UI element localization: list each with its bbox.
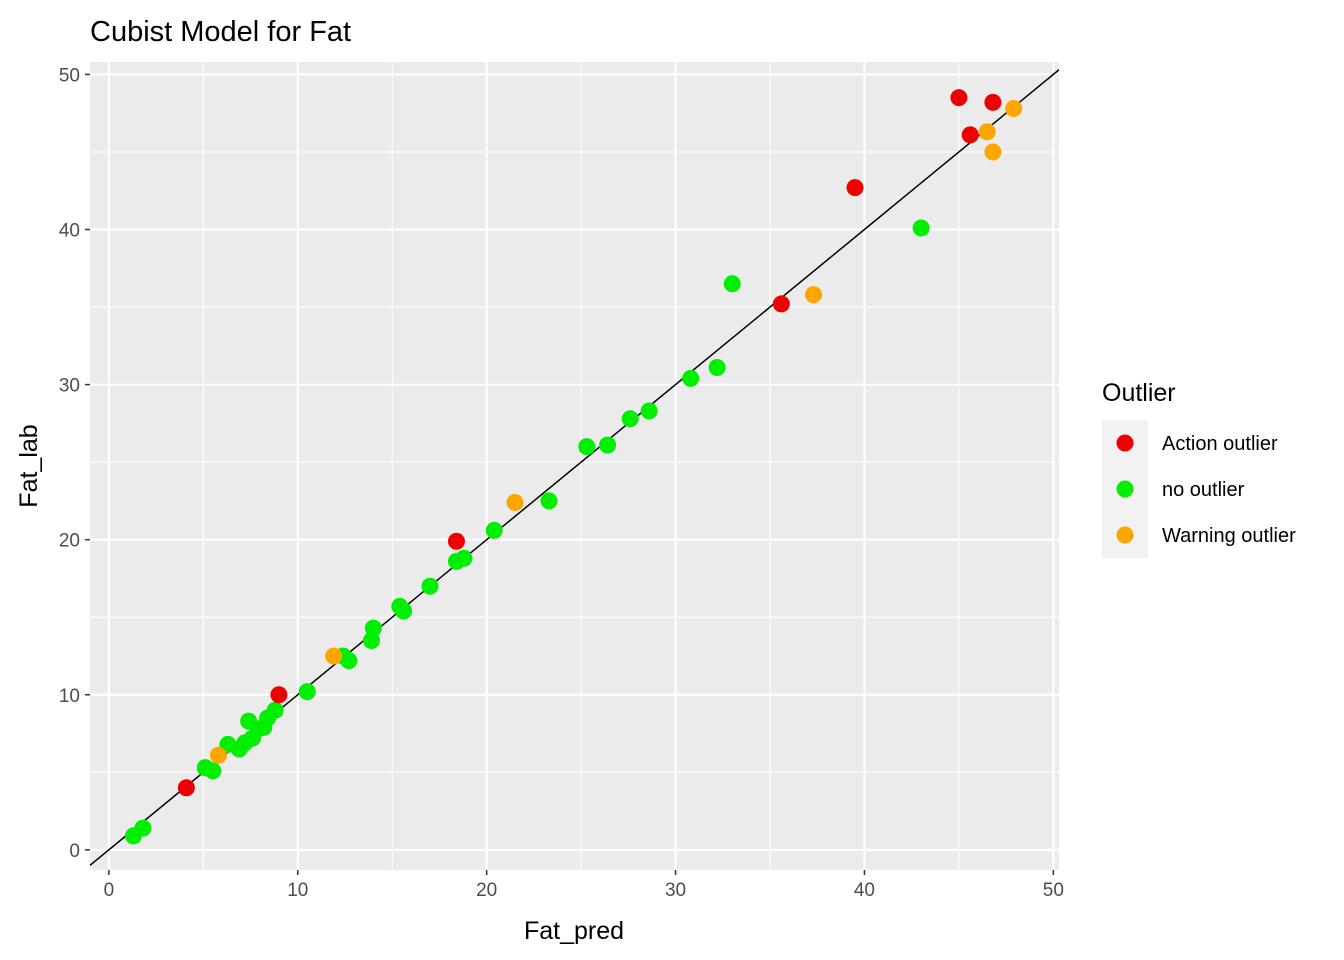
- data-point: [984, 143, 1002, 161]
- data-point: [298, 683, 316, 701]
- data-point: [204, 762, 222, 780]
- x-tick-label: 10: [287, 880, 308, 901]
- x-axis-ticks: 0 10 20 30 40 50: [104, 870, 1064, 901]
- legend-label: no outlier: [1162, 479, 1245, 501]
- data-point: [325, 647, 343, 665]
- data-point: [421, 577, 439, 595]
- data-point: [209, 746, 227, 764]
- y-tick-label: 30: [59, 376, 80, 397]
- data-point: [447, 532, 465, 550]
- x-tick-label: 20: [476, 880, 497, 901]
- series-warning-outlier: [209, 100, 1023, 764]
- data-point: [978, 123, 996, 141]
- data-point: [395, 602, 413, 620]
- major-gridlines: [90, 62, 1059, 870]
- data-point: [621, 410, 639, 428]
- data-point: [961, 126, 979, 144]
- data-point: [708, 359, 726, 377]
- series-action-outlier: [177, 89, 1002, 797]
- legend-key: [1116, 526, 1134, 544]
- data-point: [912, 219, 930, 237]
- data-point: [270, 686, 288, 704]
- data-point: [640, 402, 658, 420]
- y-axis-title: Fat_lab: [15, 424, 43, 507]
- legend-label: Warning outlier: [1162, 525, 1296, 547]
- data-point: [485, 521, 503, 539]
- data-point: [340, 652, 358, 670]
- x-tick-label: 50: [1043, 880, 1064, 901]
- chart-title: Cubist Model for Fat: [90, 16, 351, 48]
- x-tick-label: 40: [854, 880, 875, 901]
- data-point: [540, 492, 558, 510]
- y-tick-label: 20: [59, 531, 80, 552]
- minor-gridlines: [90, 62, 1059, 870]
- data-point: [984, 93, 1002, 111]
- data-point: [455, 549, 473, 567]
- y-tick-label: 50: [59, 65, 80, 86]
- data-point: [804, 286, 822, 304]
- legend-items: Action outlier no outlier Warning outlier: [1116, 433, 1296, 547]
- data-point: [506, 493, 524, 511]
- y-tick-label: 10: [59, 686, 80, 707]
- data-point: [266, 701, 284, 719]
- data-point: [134, 819, 152, 837]
- x-axis-title: Fat_pred: [524, 917, 624, 945]
- data-point: [364, 619, 382, 637]
- data-point: [950, 89, 968, 107]
- data-point: [1005, 100, 1023, 118]
- data-points: [124, 89, 1023, 845]
- x-tick-label: 0: [104, 880, 115, 901]
- data-point: [177, 779, 195, 797]
- legend-key: [1116, 434, 1134, 452]
- data-point: [723, 275, 741, 293]
- legend-key: [1116, 480, 1134, 498]
- legend-label: Action outlier: [1162, 433, 1278, 455]
- y-tick-label: 40: [59, 220, 80, 241]
- legend: Outlier Action outlier no outlier Warning …: [1102, 379, 1296, 558]
- y-axis-ticks: 0 10 20 30 40 50: [59, 65, 90, 862]
- data-point: [599, 436, 617, 454]
- data-point: [578, 438, 596, 456]
- data-point: [772, 295, 790, 313]
- y-tick-label: 0: [69, 841, 80, 862]
- x-tick-label: 30: [665, 880, 686, 901]
- data-point: [846, 179, 864, 197]
- data-point: [682, 369, 700, 387]
- legend-title: Outlier: [1102, 379, 1176, 407]
